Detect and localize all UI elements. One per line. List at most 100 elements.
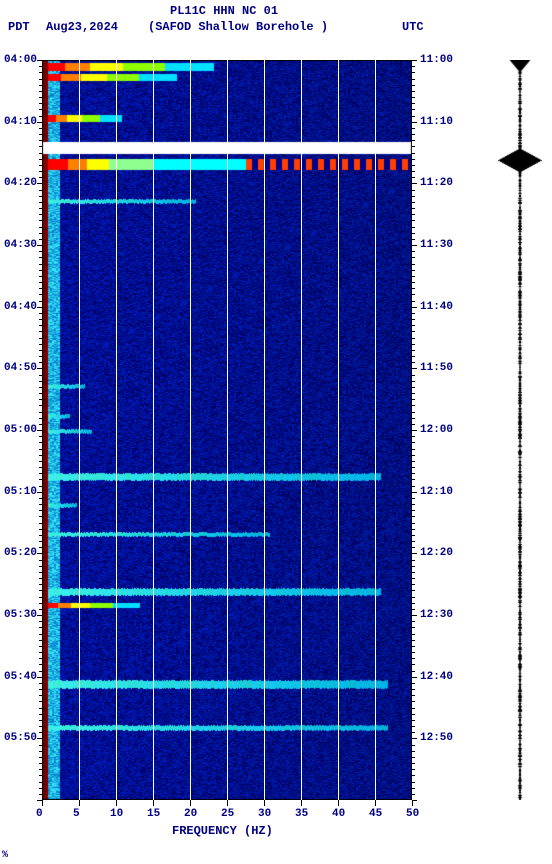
- y-minor-tick: [39, 708, 42, 709]
- y-minor-tick: [39, 424, 42, 425]
- y-minor-tick: [39, 634, 42, 635]
- y-minor-tick: [39, 695, 42, 696]
- y-minor-tick: [412, 381, 415, 382]
- y-minor-tick: [39, 128, 42, 129]
- y-minor-tick: [412, 640, 415, 641]
- y-minor-tick: [39, 91, 42, 92]
- y-minor-tick: [412, 492, 417, 493]
- y-minor-tick: [412, 541, 415, 542]
- y-minor-tick: [412, 424, 415, 425]
- y-minor-tick: [412, 609, 415, 610]
- y-minor-tick: [412, 523, 415, 524]
- y-minor-tick: [412, 356, 415, 357]
- y-minor-tick: [39, 116, 42, 117]
- y-minor-tick: [412, 738, 417, 739]
- y-minor-tick: [412, 301, 415, 302]
- y-right-label: 12:30: [420, 609, 453, 621]
- y-minor-tick: [412, 264, 415, 265]
- y-minor-tick: [412, 658, 415, 659]
- y-minor-tick: [39, 66, 42, 67]
- y-minor-tick: [39, 313, 42, 314]
- y-minor-tick: [412, 153, 415, 154]
- y-minor-tick: [412, 331, 415, 332]
- y-minor-tick: [412, 578, 415, 579]
- y-minor-tick: [412, 621, 415, 622]
- y-left-label: 04:50: [4, 362, 37, 374]
- y-minor-tick: [39, 745, 42, 746]
- y-minor-tick: [37, 60, 42, 61]
- y-minor-tick: [412, 362, 415, 363]
- y-minor-tick: [39, 510, 42, 511]
- footer-mark: %: [2, 850, 8, 861]
- y-minor-tick: [39, 387, 42, 388]
- x-tick: [227, 800, 228, 806]
- y-minor-tick: [412, 627, 415, 628]
- y-minor-tick: [412, 436, 415, 437]
- y-minor-tick: [39, 109, 42, 110]
- y-minor-tick: [412, 245, 417, 246]
- y-minor-tick: [39, 276, 42, 277]
- y-minor-tick: [39, 393, 42, 394]
- x-tick: [42, 800, 43, 806]
- y-minor-tick: [412, 442, 415, 443]
- y-minor-tick: [412, 584, 415, 585]
- y-right-label: 12:50: [420, 732, 453, 744]
- y-minor-tick: [412, 757, 415, 758]
- y-minor-tick: [412, 122, 417, 123]
- y-minor-tick: [412, 202, 415, 203]
- y-minor-tick: [412, 313, 415, 314]
- x-tick-label: 35: [295, 808, 308, 820]
- y-minor-tick: [412, 134, 415, 135]
- x-tick: [79, 800, 80, 806]
- tz-left: PDT: [8, 20, 30, 34]
- y-minor-tick: [37, 430, 42, 431]
- y-minor-tick: [39, 140, 42, 141]
- y-minor-tick: [412, 128, 415, 129]
- y-minor-tick: [412, 560, 415, 561]
- y-minor-tick: [39, 720, 42, 721]
- x-tick: [116, 800, 117, 806]
- y-minor-tick: [412, 91, 415, 92]
- x-tick-label: 0: [36, 808, 43, 820]
- y-minor-tick: [412, 486, 415, 487]
- grid-vline: [116, 60, 117, 800]
- x-tick: [301, 800, 302, 806]
- y-minor-tick: [39, 609, 42, 610]
- y-minor-tick: [412, 257, 415, 258]
- x-tick-label: 45: [369, 808, 382, 820]
- y-minor-tick: [412, 393, 415, 394]
- y-minor-tick: [412, 146, 415, 147]
- y-minor-tick: [412, 214, 415, 215]
- y-minor-tick: [39, 757, 42, 758]
- y-minor-tick: [39, 701, 42, 702]
- y-right-label: 12:00: [420, 424, 453, 436]
- y-minor-tick: [39, 689, 42, 690]
- y-minor-tick: [37, 122, 42, 123]
- y-left-label: 04:00: [4, 54, 37, 66]
- y-minor-tick: [39, 159, 42, 160]
- y-minor-tick: [39, 436, 42, 437]
- y-minor-tick: [39, 529, 42, 530]
- y-minor-tick: [39, 79, 42, 80]
- y-left-label: 04:20: [4, 177, 37, 189]
- grid-vline: [79, 60, 80, 800]
- y-minor-tick: [39, 541, 42, 542]
- x-tick: [264, 800, 265, 806]
- y-minor-tick: [39, 190, 42, 191]
- y-left-label: 05:20: [4, 547, 37, 559]
- y-minor-tick: [37, 553, 42, 554]
- y-minor-tick: [39, 652, 42, 653]
- y-minor-tick: [412, 196, 415, 197]
- y-left-label: 04:10: [4, 116, 37, 128]
- x-tick: [190, 800, 191, 806]
- x-tick-label: 50: [406, 808, 419, 820]
- y-left-label: 04:40: [4, 301, 37, 313]
- y-minor-tick: [39, 449, 42, 450]
- x-tick-label: 30: [258, 808, 271, 820]
- y-minor-tick: [39, 658, 42, 659]
- y-minor-tick: [39, 344, 42, 345]
- y-minor-tick: [412, 140, 415, 141]
- y-minor-tick: [39, 714, 42, 715]
- y-minor-tick: [412, 220, 415, 221]
- y-minor-tick: [412, 208, 415, 209]
